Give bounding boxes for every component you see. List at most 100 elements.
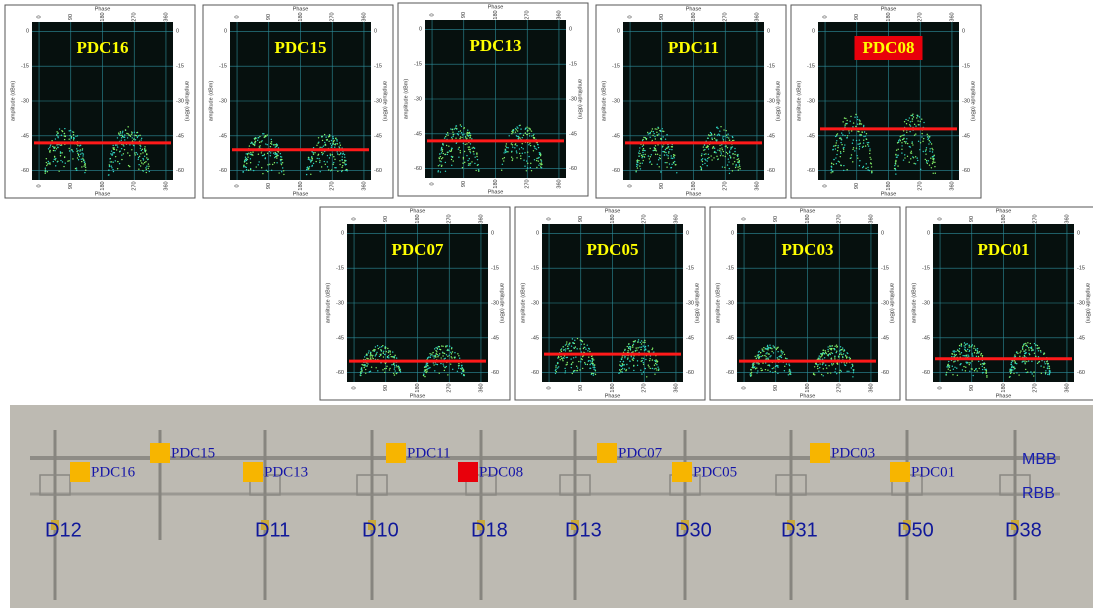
discharge-point [846,370,848,373]
discharge-point [925,147,928,149]
discharge-point [113,147,115,149]
discharge-point [459,137,461,140]
discharge-point [1027,347,1030,349]
discharge-point [637,161,639,164]
discharge-point [445,144,448,147]
discharge-point [312,162,315,165]
discharge-point [326,154,329,157]
y-tick-label: -45 [1077,335,1085,341]
discharge-point [388,357,390,359]
discharge-point [896,156,898,158]
discharge-point [114,155,117,158]
discharge-point [834,345,836,347]
y-tick-label: 0 [176,29,179,35]
discharge-point [767,347,770,349]
discharge-point [537,157,539,159]
discharge-point [649,131,652,134]
discharge-point [467,159,469,162]
discharge-point [850,115,852,118]
discharge-point [1019,352,1021,354]
discharge-point [61,130,64,133]
discharge-point [451,346,453,349]
discharge-point [732,136,734,139]
discharge-point [954,366,956,368]
discharge-point [46,171,49,173]
discharge-point [518,124,521,127]
discharge-point [665,147,668,149]
discharge-point [1027,371,1029,373]
discharge-point [910,158,912,160]
discharge-point [637,152,640,154]
x-tick-label: 270 [132,181,138,190]
discharge-point [77,154,80,156]
discharge-point [821,363,824,366]
discharge-point [439,348,442,351]
discharge-point [311,151,313,153]
discharge-point [845,362,848,364]
discharge-point [836,153,838,156]
feeder-label: D18 [471,519,508,541]
discharge-point [719,150,721,152]
discharge-point [124,139,126,141]
discharge-point [144,146,146,148]
discharge-point [663,154,666,156]
discharge-point [333,139,335,142]
x-axis-label: Phase [800,393,816,399]
discharge-point [735,163,737,166]
discharge-point [533,133,535,136]
discharge-point [592,374,595,376]
y-tick-label: -30 [1077,300,1085,306]
discharge-point [384,371,386,374]
x-tick-label: 180 [415,214,421,223]
discharge-point [966,348,969,351]
discharge-point [647,133,649,135]
discharge-point [815,363,818,366]
discharge-point [593,366,596,368]
discharge-point [450,351,452,354]
discharge-point [560,349,562,351]
discharge-point [130,133,133,135]
discharge-point [639,152,641,155]
discharge-point [444,170,447,172]
discharge-point [721,147,723,149]
discharge-point [380,349,382,351]
discharge-point [1047,365,1049,367]
discharge-point [258,161,260,163]
discharge-point [428,367,430,370]
discharge-point [440,149,442,151]
discharge-point [526,167,529,169]
discharge-point [394,370,396,372]
discharge-point [333,161,335,164]
discharge-point [916,117,918,119]
y-tick-label: -45 [414,131,422,137]
discharge-point [458,355,460,357]
x-tick-label: 270 [918,181,924,190]
discharge-point [63,135,66,137]
discharge-point [52,160,54,163]
discharge-point [842,148,845,150]
discharge-point [527,162,529,165]
discharge-point [142,159,145,161]
discharge-point [138,163,140,166]
discharge-point [455,137,457,139]
discharge-point [894,169,897,171]
discharge-point [44,167,47,169]
discharge-point [565,356,568,359]
discharge-point [843,350,845,352]
discharge-point [441,146,443,149]
discharge-point [734,153,736,156]
discharge-point [827,350,829,353]
discharge-point [834,371,836,373]
discharge-point [817,364,819,366]
x-tick-label: 0 [628,184,634,187]
discharge-point [827,346,829,348]
discharge-point [1031,360,1033,363]
discharge-point [306,168,308,170]
y-tick-label: -15 [767,64,775,70]
discharge-point [516,157,518,159]
discharge-point [1022,345,1024,348]
discharge-point [983,362,985,364]
discharge-point [257,153,260,155]
discharge-point [258,141,261,144]
discharge-point [272,144,275,146]
